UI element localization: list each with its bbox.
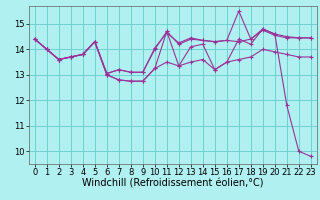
X-axis label: Windchill (Refroidissement éolien,°C): Windchill (Refroidissement éolien,°C) (82, 179, 264, 189)
